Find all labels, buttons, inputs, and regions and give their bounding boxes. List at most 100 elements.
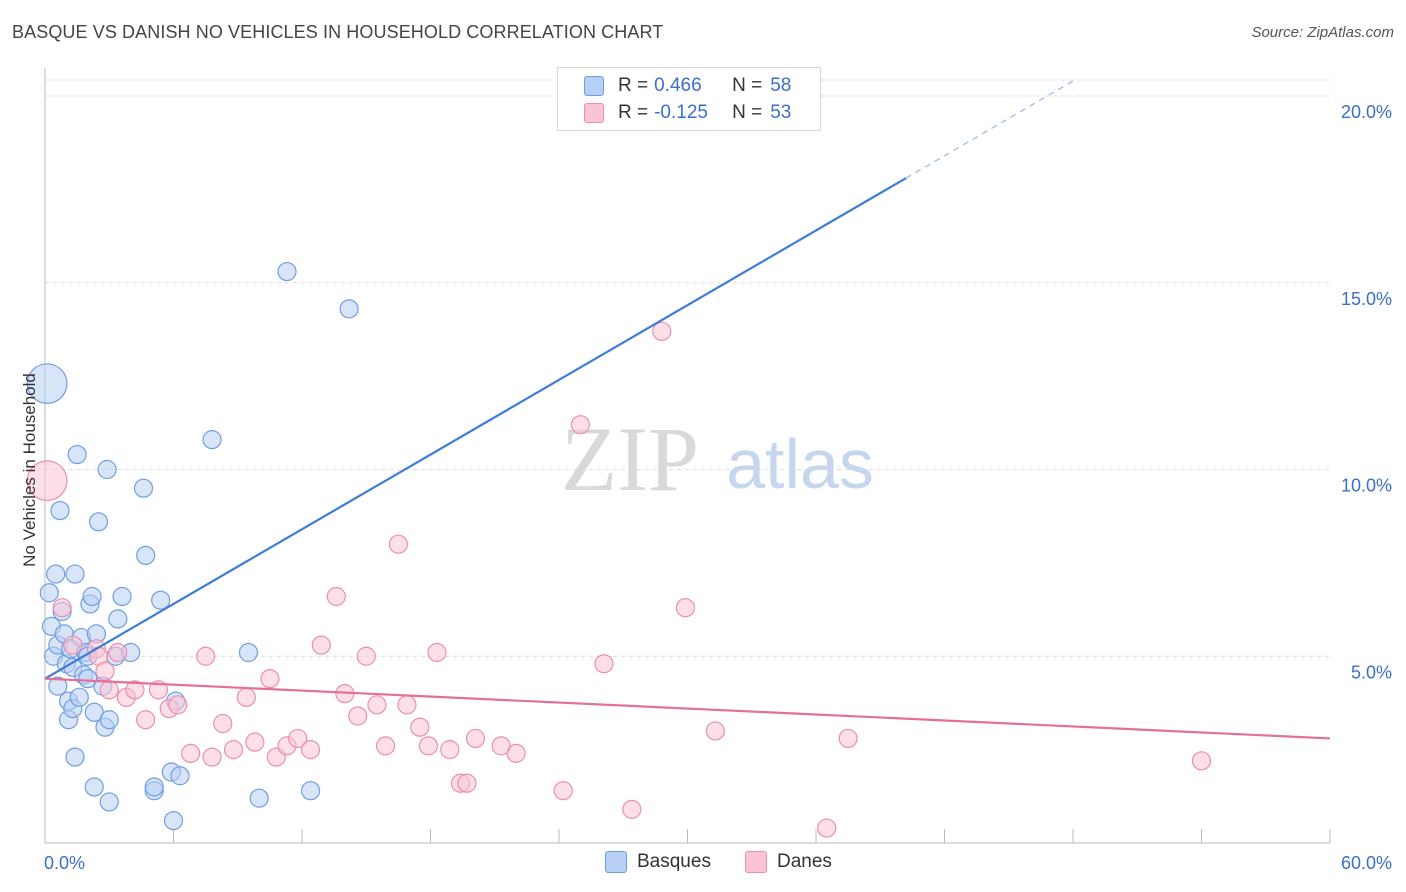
danes-point-49 [675,598,695,618]
danes-point-18 [223,740,244,760]
danes-point-14 [181,743,201,763]
danes-point-33 [388,534,408,554]
basques-point-54 [339,299,359,319]
source-label: Source: ZipAtlas.com [1251,24,1394,41]
legend-swatch-basques [605,851,627,873]
danes-point-20 [245,732,265,752]
danes-point-6 [99,680,119,700]
basques-point-44 [151,590,171,610]
legend-swatch-danes [584,103,604,123]
correlation-legend: R = 0.466 N = 58 R = -0.125 N = 53 [557,67,821,131]
basques-point-7 [50,500,70,521]
danes-point-29 [348,706,368,726]
basques-point-33 [97,459,117,480]
danes-point-32 [375,736,396,756]
basques-trend-line [44,177,907,680]
legend-r-value-danes: -0.125 [654,102,708,123]
y-tick-label-5: 5.0% [1351,662,1392,682]
danes-point-11 [148,680,169,700]
legend-swatch-basques [584,76,604,96]
legend-swatch-danes [745,851,767,873]
legend-r-value-basques: 0.466 [654,75,702,96]
y-axis-label: No Vehicles in Household [20,373,39,567]
basques-point-37 [108,609,128,629]
basques-point-34 [99,710,119,730]
danes-point-30 [356,646,376,666]
basques-point-6 [48,676,68,696]
legend-n-value-basques: 58 [770,75,792,96]
legend-r-label: R = [618,102,649,123]
danes-points [26,321,1212,838]
basques-point-1 [39,583,59,603]
danes-point-37 [427,642,447,663]
basques-point-18 [67,444,87,465]
danes-point-26 [311,635,331,655]
basques-point-51 [249,788,269,808]
danes-point-48 [652,321,672,341]
danes-point-31 [367,695,387,715]
basques-point-48 [170,766,190,786]
y-tick-label-10: 10.0% [1341,476,1392,496]
danes-trend-line [44,677,1331,740]
basques-point-28 [84,777,104,797]
basques-point-4 [46,564,66,584]
basques-point-52 [277,261,297,282]
basques-point-26 [82,586,102,607]
basques-point-38 [112,586,132,607]
danes-point-53 [1191,751,1212,771]
danes-point-16 [202,747,222,767]
legend-r-label: R = [618,75,649,96]
x-tick-label-max: 60.0% [1341,853,1392,873]
trend-lines [44,80,1331,740]
danes-point-35 [410,717,430,737]
danes-point-9 [125,680,145,700]
danes-point-24 [288,728,308,749]
danes-point-34 [397,695,417,715]
basques-point-46 [163,810,184,831]
danes-point-40 [457,773,477,793]
series-legend: Basques Danes [0,851,1406,877]
axes [44,68,1331,844]
danes-point-19 [236,687,256,707]
legend-item-danes[interactable]: Danes [745,851,832,873]
danes-point-52 [838,728,858,749]
tick-labels: 5.0% 10.0% 15.0% 20.0% 0.0% 60.0% [44,102,1392,873]
legend-n-label: N = [732,75,763,96]
danes-point-38 [440,740,460,760]
danes-point-7 [108,642,128,663]
danes-point-0 [26,460,68,502]
basques-point-0 [26,363,68,404]
legend-label-danes: Danes [777,851,832,872]
basques-point-16 [65,747,85,767]
danes-point-17 [213,713,233,734]
danes-point-15 [196,646,216,666]
y-tick-label-15: 15.0% [1341,289,1392,309]
danes-point-36 [418,736,438,756]
danes-point-5 [95,661,115,681]
danes-point-10 [136,710,156,730]
danes-point-46 [594,654,614,674]
basques-point-30 [88,512,109,532]
danes-point-13 [168,695,188,715]
y-tick-label-20: 20.0% [1341,102,1392,122]
basques-point-17 [65,564,85,584]
basques-point-50 [238,642,259,663]
danes-point-41 [465,728,486,749]
danes-point-1 [52,598,72,618]
danes-point-27 [326,586,346,607]
grid-lines [45,79,1330,657]
basques-point-19 [69,687,89,707]
legend-item-basques[interactable]: Basques [605,851,711,873]
legend-n-label: N = [732,102,763,123]
watermark-atlas: atlas [726,425,874,503]
danes-point-44 [553,781,573,801]
legend-row-basques: R = 0.466 N = 58 [584,73,791,99]
danes-point-47 [622,799,642,819]
danes-point-50 [705,721,725,741]
basques-point-40 [133,478,154,498]
legend-n-value-danes: 53 [770,102,792,123]
danes-point-2 [63,635,83,655]
legend-row-danes: R = -0.125 N = 53 [584,100,791,126]
x-tick-label-min: 0.0% [44,853,85,873]
